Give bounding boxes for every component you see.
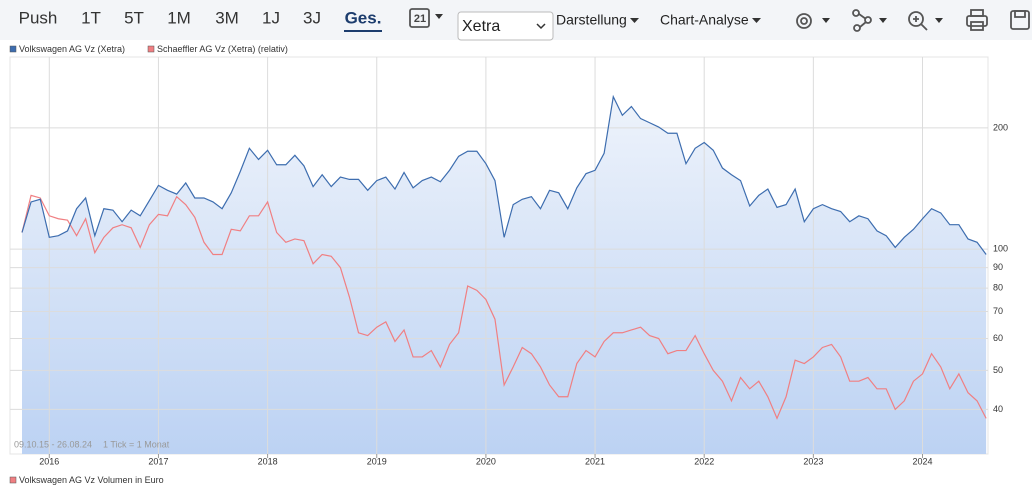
y-tick-label: 100 [993, 244, 1008, 254]
y-tick-label: 40 [993, 404, 1003, 414]
y-tick-label: 90 [993, 262, 1003, 272]
exchange-select[interactable] [457, 11, 554, 41]
x-tick-label: 2024 [912, 456, 932, 466]
legend-swatch [147, 45, 155, 53]
footer-swatch [9, 476, 17, 484]
area-fill [22, 96, 987, 454]
x-tick-label: 2023 [803, 456, 823, 466]
y-tick-label: 50 [993, 365, 1003, 375]
zoom-icon[interactable] [908, 11, 924, 27]
exchange-value: Xetra [462, 18, 500, 35]
y-tick-label: 200 [993, 122, 1008, 132]
period-button[interactable]: 3J [303, 8, 321, 27]
period-button[interactable]: Ges. [345, 8, 382, 27]
series-line [21, 94, 987, 255]
period-button[interactable]: 5T [124, 8, 144, 27]
x-tick-label: 2022 [694, 456, 714, 466]
legend-swatch [9, 45, 17, 53]
y-tick-label: 60 [993, 333, 1003, 343]
series-line [21, 194, 987, 420]
period-button[interactable]: Push [19, 8, 58, 27]
toolbar-icons [409, 8, 1030, 32]
period-button[interactable]: 1J [262, 8, 280, 27]
menu-button[interactable]: Darstellung [556, 12, 627, 28]
period-button[interactable]: 1T [81, 8, 101, 27]
calendar-icon[interactable] [409, 8, 430, 28]
period-button[interactable]: 1M [167, 8, 191, 27]
y-tick-label: 70 [993, 306, 1003, 316]
x-tick-label: 2020 [476, 456, 496, 466]
x-tick-label: 2016 [39, 456, 59, 466]
x-tick-label: 2021 [585, 456, 605, 466]
settings-icon[interactable] [796, 13, 812, 29]
menu-arrow [630, 18, 639, 23]
chevron [536, 23, 546, 30]
x-tick-label: 2017 [148, 456, 168, 466]
date-range: 09.10.15 - 26.08.24 [14, 439, 92, 449]
legend-label: Volkswagen AG Vz (Xetra) [19, 44, 125, 54]
calendar-day: 21 [414, 13, 426, 25]
legend-label: Schaeffler AG Vz (Xetra) (relativ) [157, 44, 288, 54]
x-tick-label: 2018 [258, 456, 278, 466]
x-tick-label: 2019 [367, 456, 387, 466]
menu-arrow [752, 18, 761, 23]
footer-legend: Volkswagen AG Vz Volumen in Euro [19, 475, 164, 485]
period-button[interactable]: 3M [215, 8, 239, 27]
tick-note: 1 Tick = 1 Monat [103, 439, 170, 449]
network-icon[interactable] [852, 9, 860, 17]
menu-button[interactable]: Chart-Analyse [660, 12, 749, 28]
y-tick-label: 80 [993, 283, 1003, 293]
